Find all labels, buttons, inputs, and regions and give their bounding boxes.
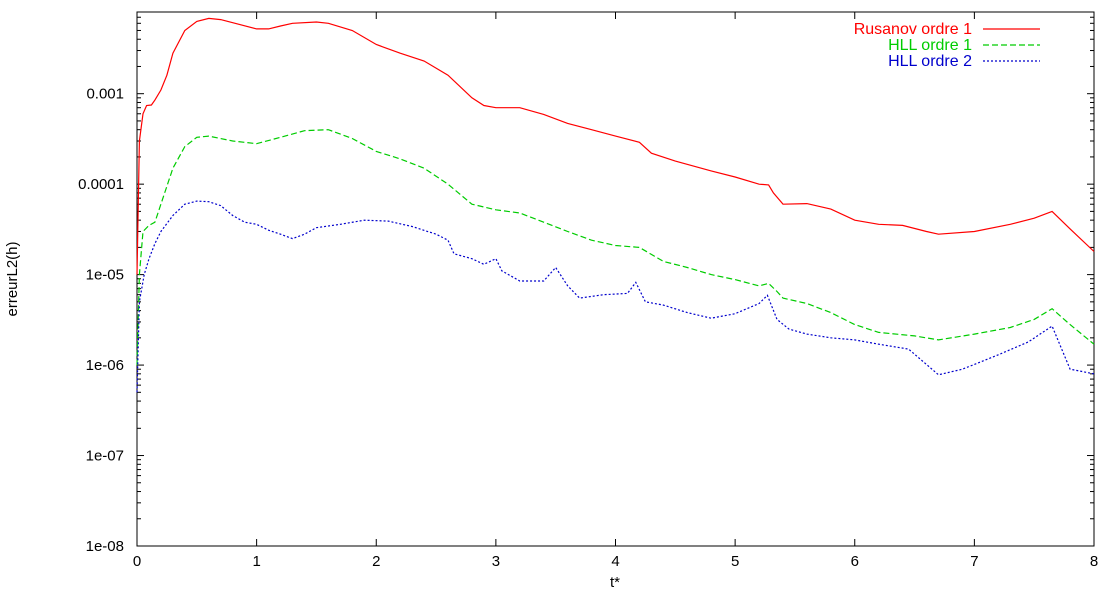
x-tick-label: 1 [252, 553, 260, 570]
x-tick-label: 7 [970, 553, 978, 570]
x-axis-label: t* [610, 574, 620, 591]
x-tick-label: 5 [731, 553, 739, 570]
x-axis-ticks: 0 1 2 3 4 5 6 7 8 [133, 12, 1098, 570]
y-tick-label: 1e-05 [86, 267, 124, 284]
series-line-2 [136, 129, 1095, 366]
series-layer [136, 17, 1095, 393]
y-axis-ticks: 1e-08 1e-07 1e-06 1e-05 0.0001 0.001 [78, 11, 1094, 555]
legend-label-1: Rusanov ordre 1 [854, 21, 972, 38]
y-tick-label: 1e-06 [86, 357, 124, 374]
x-tick-label: 8 [1090, 553, 1098, 570]
y-tick-label: 1e-08 [86, 538, 124, 555]
legend-label-3: HLL ordre 2 [888, 53, 972, 70]
y-axis-label: erreurL2(h) [4, 241, 21, 316]
series-line-3 [136, 200, 1095, 393]
y-tick-label: 1e-07 [86, 448, 124, 465]
y-tick-label: 0.001 [86, 86, 124, 103]
series-line-1 [136, 17, 1095, 275]
x-tick-label: 3 [492, 553, 500, 570]
x-tick-label: 6 [851, 553, 859, 570]
x-tick-label: 4 [611, 553, 619, 570]
plot-frame [136, 11, 1095, 547]
legend-label-2: HLL ordre 1 [888, 37, 972, 54]
y-tick-label: 0.0001 [78, 176, 124, 193]
x-tick-label: 2 [372, 553, 380, 570]
x-tick-label: 0 [133, 553, 141, 570]
